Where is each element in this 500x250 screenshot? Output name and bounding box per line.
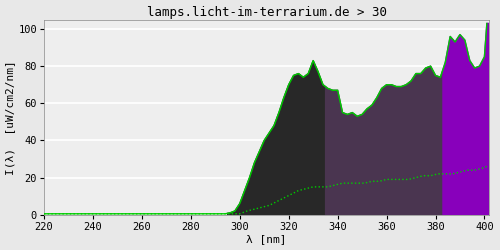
Title: lamps.licht-im-terrarium.de > 30: lamps.licht-im-terrarium.de > 30 — [146, 6, 386, 18]
Polygon shape — [326, 66, 443, 215]
Polygon shape — [228, 61, 326, 215]
Y-axis label: I(λ)  [uW/cm2/nm]: I(λ) [uW/cm2/nm] — [6, 60, 16, 174]
X-axis label: λ [nm]: λ [nm] — [246, 234, 287, 244]
Polygon shape — [443, 24, 490, 215]
